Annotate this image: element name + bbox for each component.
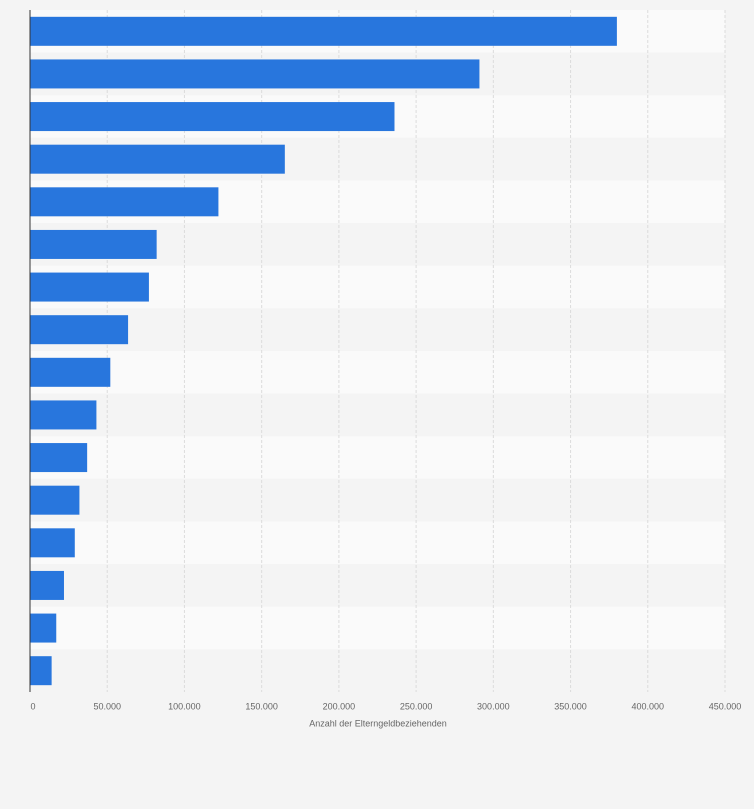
row-band xyxy=(30,351,725,394)
x-tick-label: 250.000 xyxy=(400,701,433,711)
bar xyxy=(30,570,64,600)
bar xyxy=(30,59,480,89)
row-band xyxy=(30,521,725,565)
bar xyxy=(30,357,111,387)
bar xyxy=(30,485,80,515)
bar xyxy=(30,613,57,643)
bar xyxy=(30,102,395,132)
bar xyxy=(30,528,75,558)
row-band xyxy=(30,436,725,479)
x-tick-label: 100.000 xyxy=(168,701,201,711)
x-tick-label: 150.000 xyxy=(245,701,278,711)
row-band xyxy=(30,308,725,351)
bar xyxy=(30,229,157,259)
row-band xyxy=(30,478,725,522)
bar xyxy=(30,272,149,302)
x-tick-label: 350.000 xyxy=(554,701,587,711)
row-band xyxy=(30,564,725,607)
row-band xyxy=(30,606,725,650)
bar xyxy=(30,443,88,473)
x-tick-label: 300.000 xyxy=(477,701,510,711)
bar xyxy=(30,144,285,174)
row-band xyxy=(30,393,725,437)
x-tick-label: 400.000 xyxy=(632,701,665,711)
x-tick-label: 200.000 xyxy=(323,701,356,711)
row-band xyxy=(30,649,725,692)
bar xyxy=(30,315,129,345)
bar xyxy=(30,187,219,217)
x-tick-label: 50.000 xyxy=(93,701,121,711)
x-tick-label: 0 xyxy=(30,701,35,711)
x-axis-label: Anzahl der Elterngeldbeziehenden xyxy=(309,718,447,728)
bar xyxy=(30,400,97,430)
x-tick-label: 450.000 xyxy=(709,701,742,711)
bar xyxy=(30,16,617,46)
bar xyxy=(30,656,52,686)
